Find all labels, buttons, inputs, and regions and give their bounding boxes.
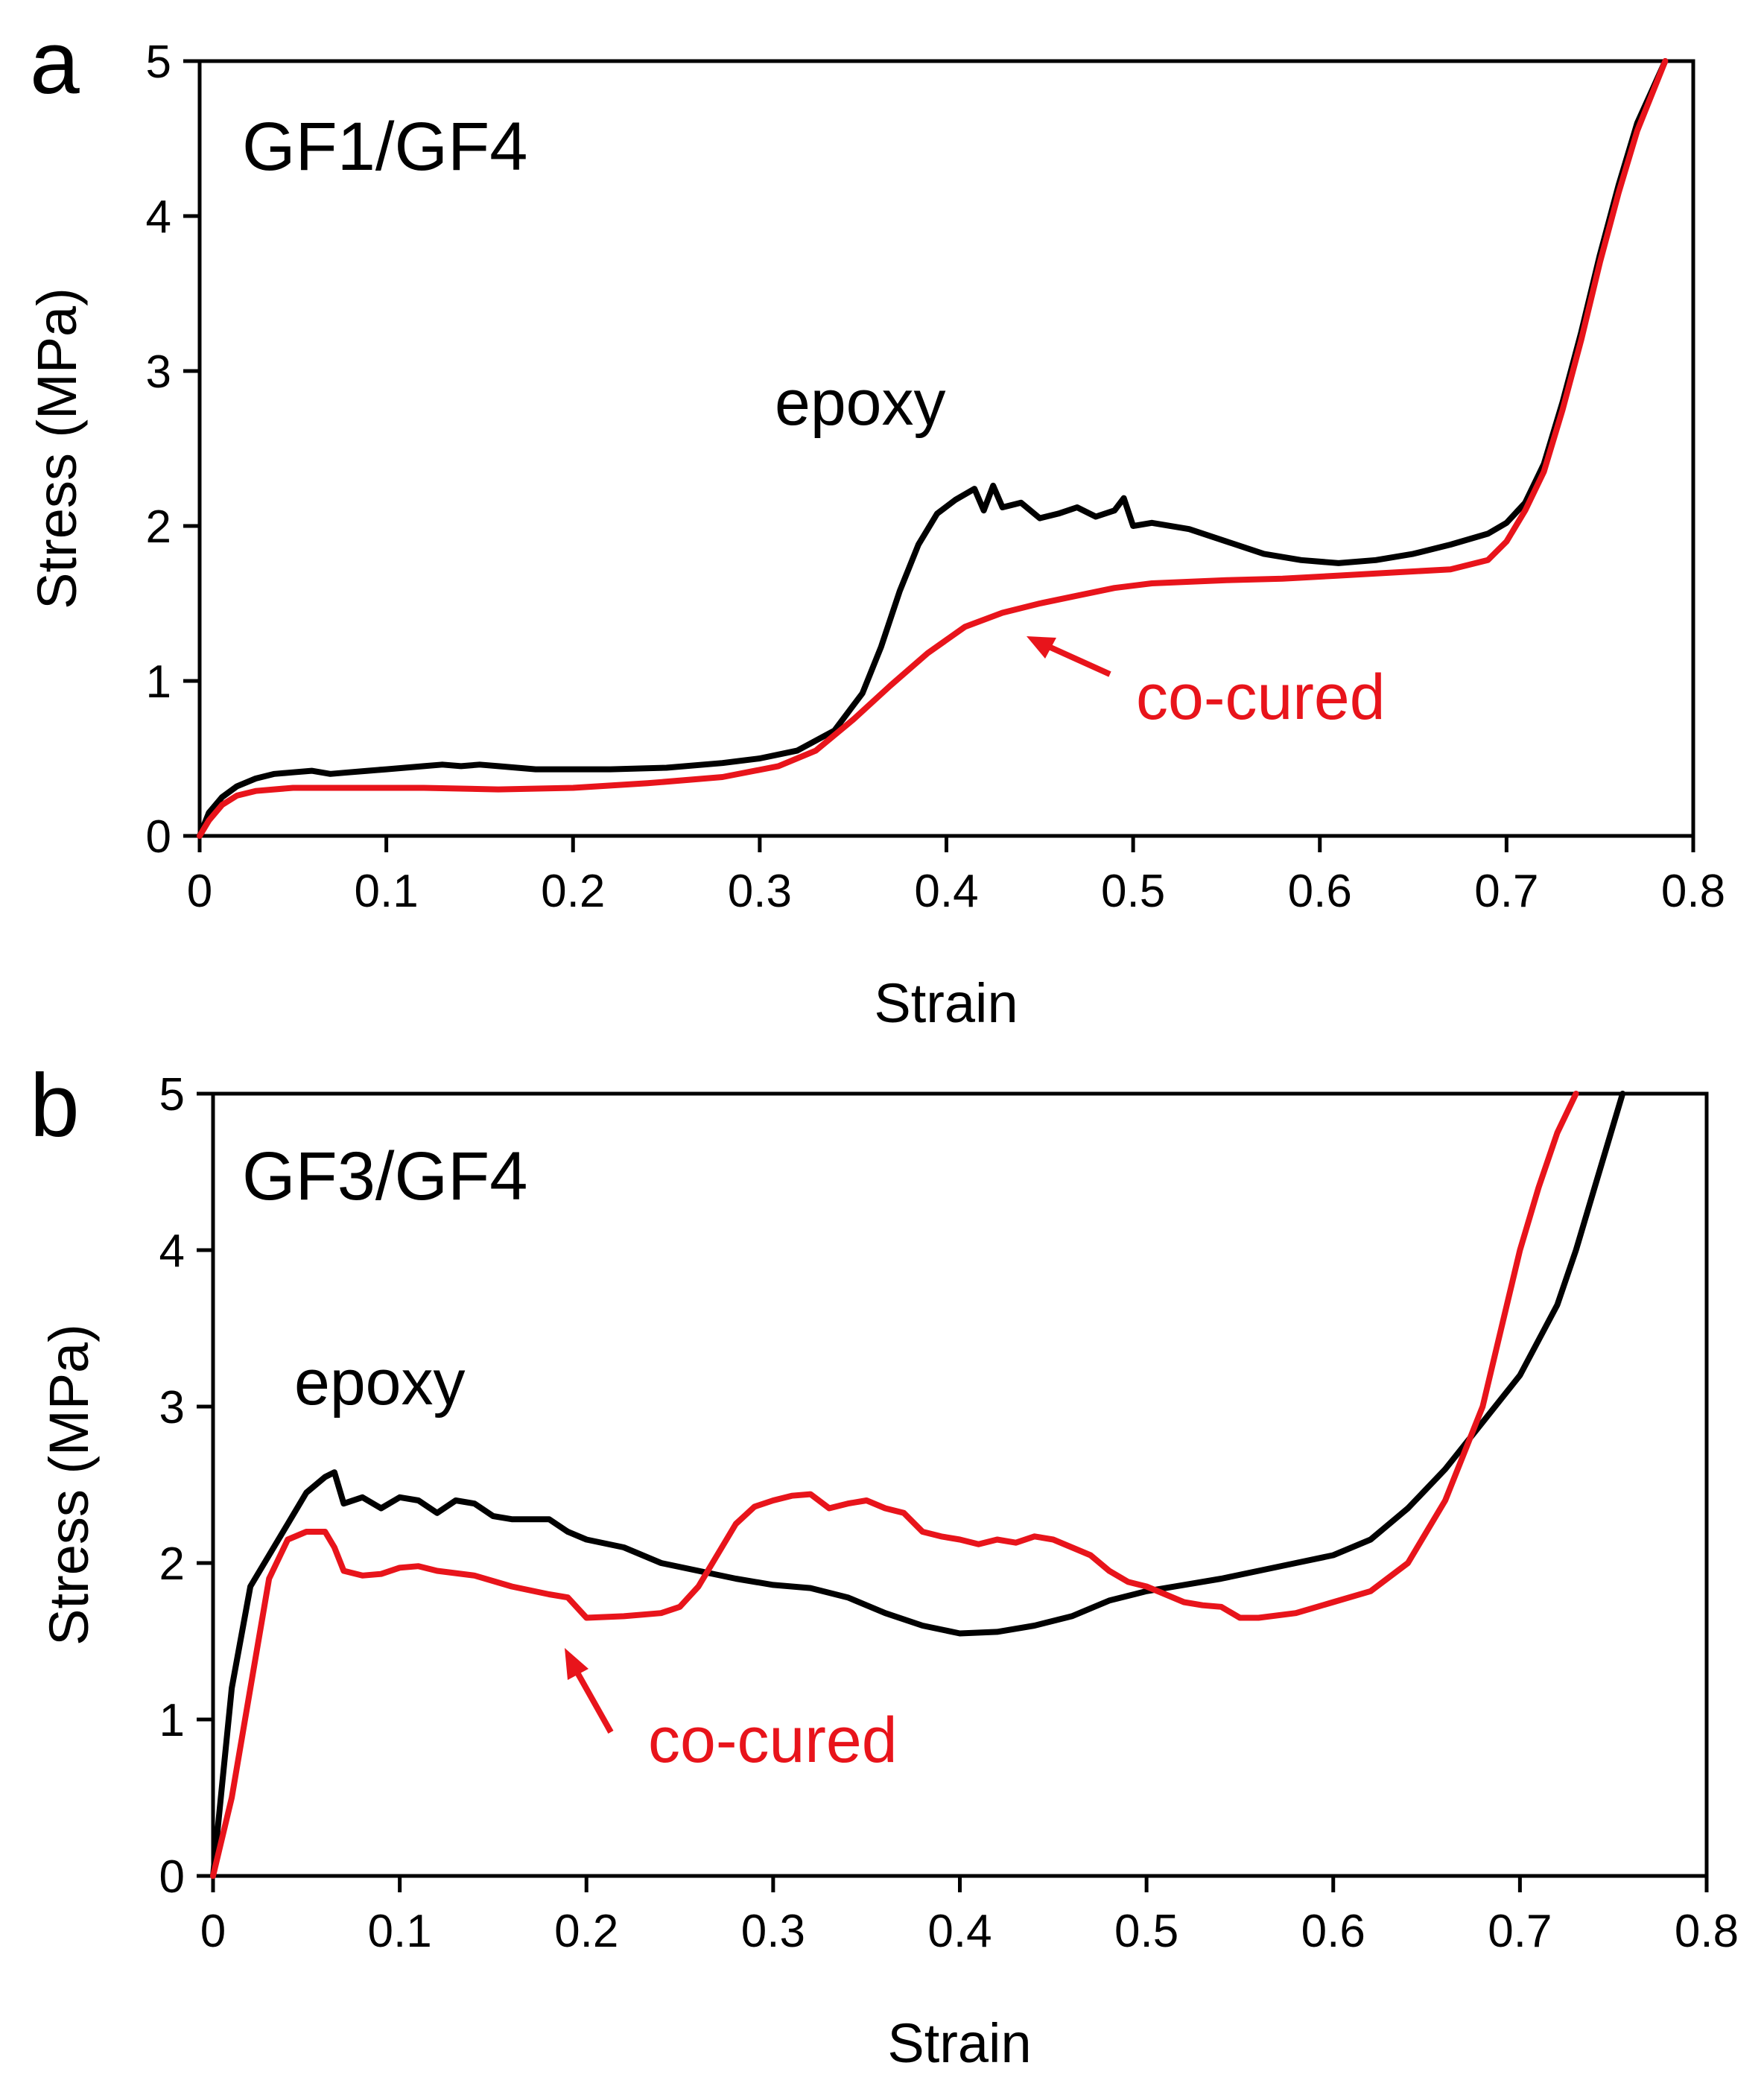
chart-panel-b: b 0 1 2 3 4 5 0 0.1 0.2 0.3 0.4 0.5 0.6 0.7 0.8 GF3/G… [30,1056,1739,2074]
x-tick-label-a-2: 0.2 [541,866,605,917]
arrow-shaft-b [574,1671,614,1734]
y-tick-label-a-3: 3 [146,346,171,398]
x-axis-label-b: Strain [887,2012,1031,2074]
x-tick-label-a-1: 0.1 [355,866,419,917]
x-tick-label-b-4: 0.4 [927,1906,992,1957]
co-cured-label-a: co-cured [1136,662,1386,733]
series-lines-b [210,1091,1626,1879]
series-line-epoxy-a [197,58,1669,839]
x-tick-label-a-4: 0.4 [914,866,978,917]
co-cured-arrow-b [565,1648,614,1734]
y-ticks-b: 0 1 2 3 4 5 [159,1069,213,1903]
x-tick-label-b-1: 0.1 [368,1906,432,1957]
x-axis-label-a: Strain [874,972,1018,1034]
y-tick-label-b-0: 0 [159,1851,185,1903]
y-tick-label-a-0: 0 [146,811,171,863]
y-axis-label-a: Stress (MPa) [26,288,88,609]
epoxy-label-a: epoxy [775,367,946,439]
series-line-epoxy-b [210,1091,1626,1879]
arrow-head-b [565,1648,588,1680]
y-tick-label-a-1: 1 [146,656,171,708]
x-ticks-b: 0 0.1 0.2 0.3 0.4 0.5 0.6 0.7 0.8 [200,1876,1739,1957]
x-tick-label-a-6: 0.6 [1288,866,1352,917]
x-tick-label-a-7: 0.7 [1474,866,1538,917]
y-tick-label-b-2: 2 [159,1538,185,1590]
y-axis-label-b: Stress (MPa) [38,1324,100,1646]
x-tick-label-b-7: 0.7 [1488,1906,1552,1957]
co-cured-arrow-a [1027,636,1111,677]
x-tick-label-b-2: 0.2 [554,1906,618,1957]
x-tick-label-b-6: 0.6 [1301,1906,1365,1957]
y-ticks-a: 0 1 2 3 4 5 [146,37,200,863]
series-line-co-cured-a [197,58,1669,839]
x-ticks-a: 0 0.1 0.2 0.3 0.4 0.5 0.6 0.7 0.8 [187,836,1725,917]
x-tick-label-b-8: 0.8 [1675,1906,1739,1957]
x-tick-label-a-8: 0.8 [1661,866,1725,917]
y-tick-label-b-4: 4 [159,1226,185,1277]
panel-title-b: GF3/GF4 [242,1138,527,1214]
y-tick-label-b-1: 1 [159,1695,185,1746]
x-tick-label-a-5: 0.5 [1101,866,1165,917]
x-tick-label-a-3: 0.3 [728,866,792,917]
x-tick-label-b-3: 0.3 [741,1906,805,1957]
y-tick-label-b-5: 5 [159,1069,185,1120]
x-tick-label-b-0: 0 [200,1906,226,1957]
y-tick-label-a-5: 5 [146,37,171,88]
panel-title-a: GF1/GF4 [242,109,527,185]
panel-label-b: b [30,1056,80,1156]
arrow-shaft-a [1047,644,1111,677]
y-tick-label-a-4: 4 [146,191,171,243]
x-tick-label-b-5: 0.5 [1114,1906,1178,1957]
y-tick-label-a-2: 2 [146,501,171,553]
epoxy-label-b: epoxy [294,1347,466,1418]
x-tick-label-a-0: 0 [187,866,212,917]
arrow-head-a [1027,636,1056,659]
series-line-co-cured-b [210,1091,1579,1879]
y-tick-label-b-3: 3 [159,1382,185,1433]
series-lines-a [197,58,1669,839]
panel-label-a: a [30,13,80,112]
chart-panel-a: a 0 1 2 3 4 5 0 0.1 0.2 0.3 0.4 0.5 0.6 0.7 0.8 GF1/G… [26,13,1725,1034]
co-cured-label-b: co-cured [648,1705,898,1776]
